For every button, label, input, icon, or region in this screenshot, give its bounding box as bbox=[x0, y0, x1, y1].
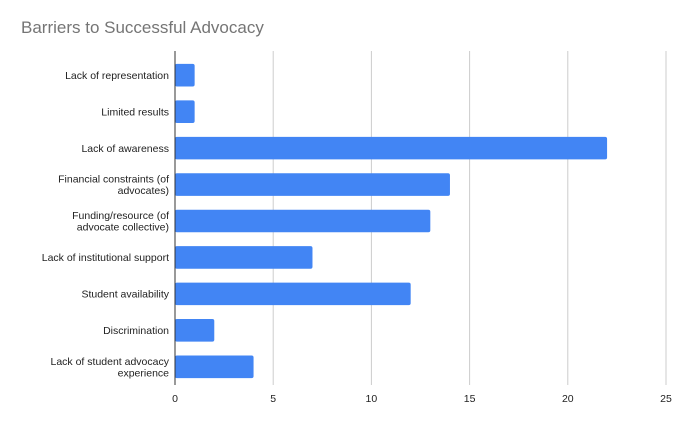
category-label: Discrimination bbox=[103, 325, 169, 337]
bars bbox=[175, 63, 608, 379]
category-label: Student availability bbox=[81, 289, 169, 301]
x-tick-label: 20 bbox=[562, 393, 574, 405]
bar bbox=[175, 136, 608, 160]
bar bbox=[175, 63, 195, 87]
category-labels: Lack of representation Limited results Lac… bbox=[42, 70, 170, 379]
tick-labels: 0 5 10 15 20 25 bbox=[172, 393, 672, 405]
chart-title: Barriers to Successful Advocacy bbox=[21, 18, 264, 37]
x-tick-label: 15 bbox=[464, 393, 476, 405]
bar bbox=[175, 319, 215, 342]
bar bbox=[175, 173, 450, 196]
x-tick-label: 25 bbox=[660, 393, 672, 405]
bar bbox=[175, 355, 254, 379]
category-label: Lack of student advocacy experience bbox=[51, 356, 170, 380]
x-tick-label: 10 bbox=[366, 393, 378, 405]
category-label: Lack of institutional support bbox=[42, 252, 169, 264]
bar bbox=[175, 246, 313, 269]
category-label: Funding/resource (of advocate collective) bbox=[72, 210, 169, 234]
x-tick-label: 0 bbox=[172, 393, 178, 405]
category-label: Lack of awareness bbox=[81, 143, 169, 155]
bar bbox=[175, 282, 411, 306]
category-label: Financial constraints (of advocates) bbox=[58, 174, 169, 198]
x-tick-label: 5 bbox=[270, 393, 276, 405]
category-label: Lack of representation bbox=[65, 70, 169, 82]
category-label: Limited results bbox=[101, 106, 169, 118]
bar bbox=[175, 209, 431, 233]
bar bbox=[175, 100, 195, 123]
